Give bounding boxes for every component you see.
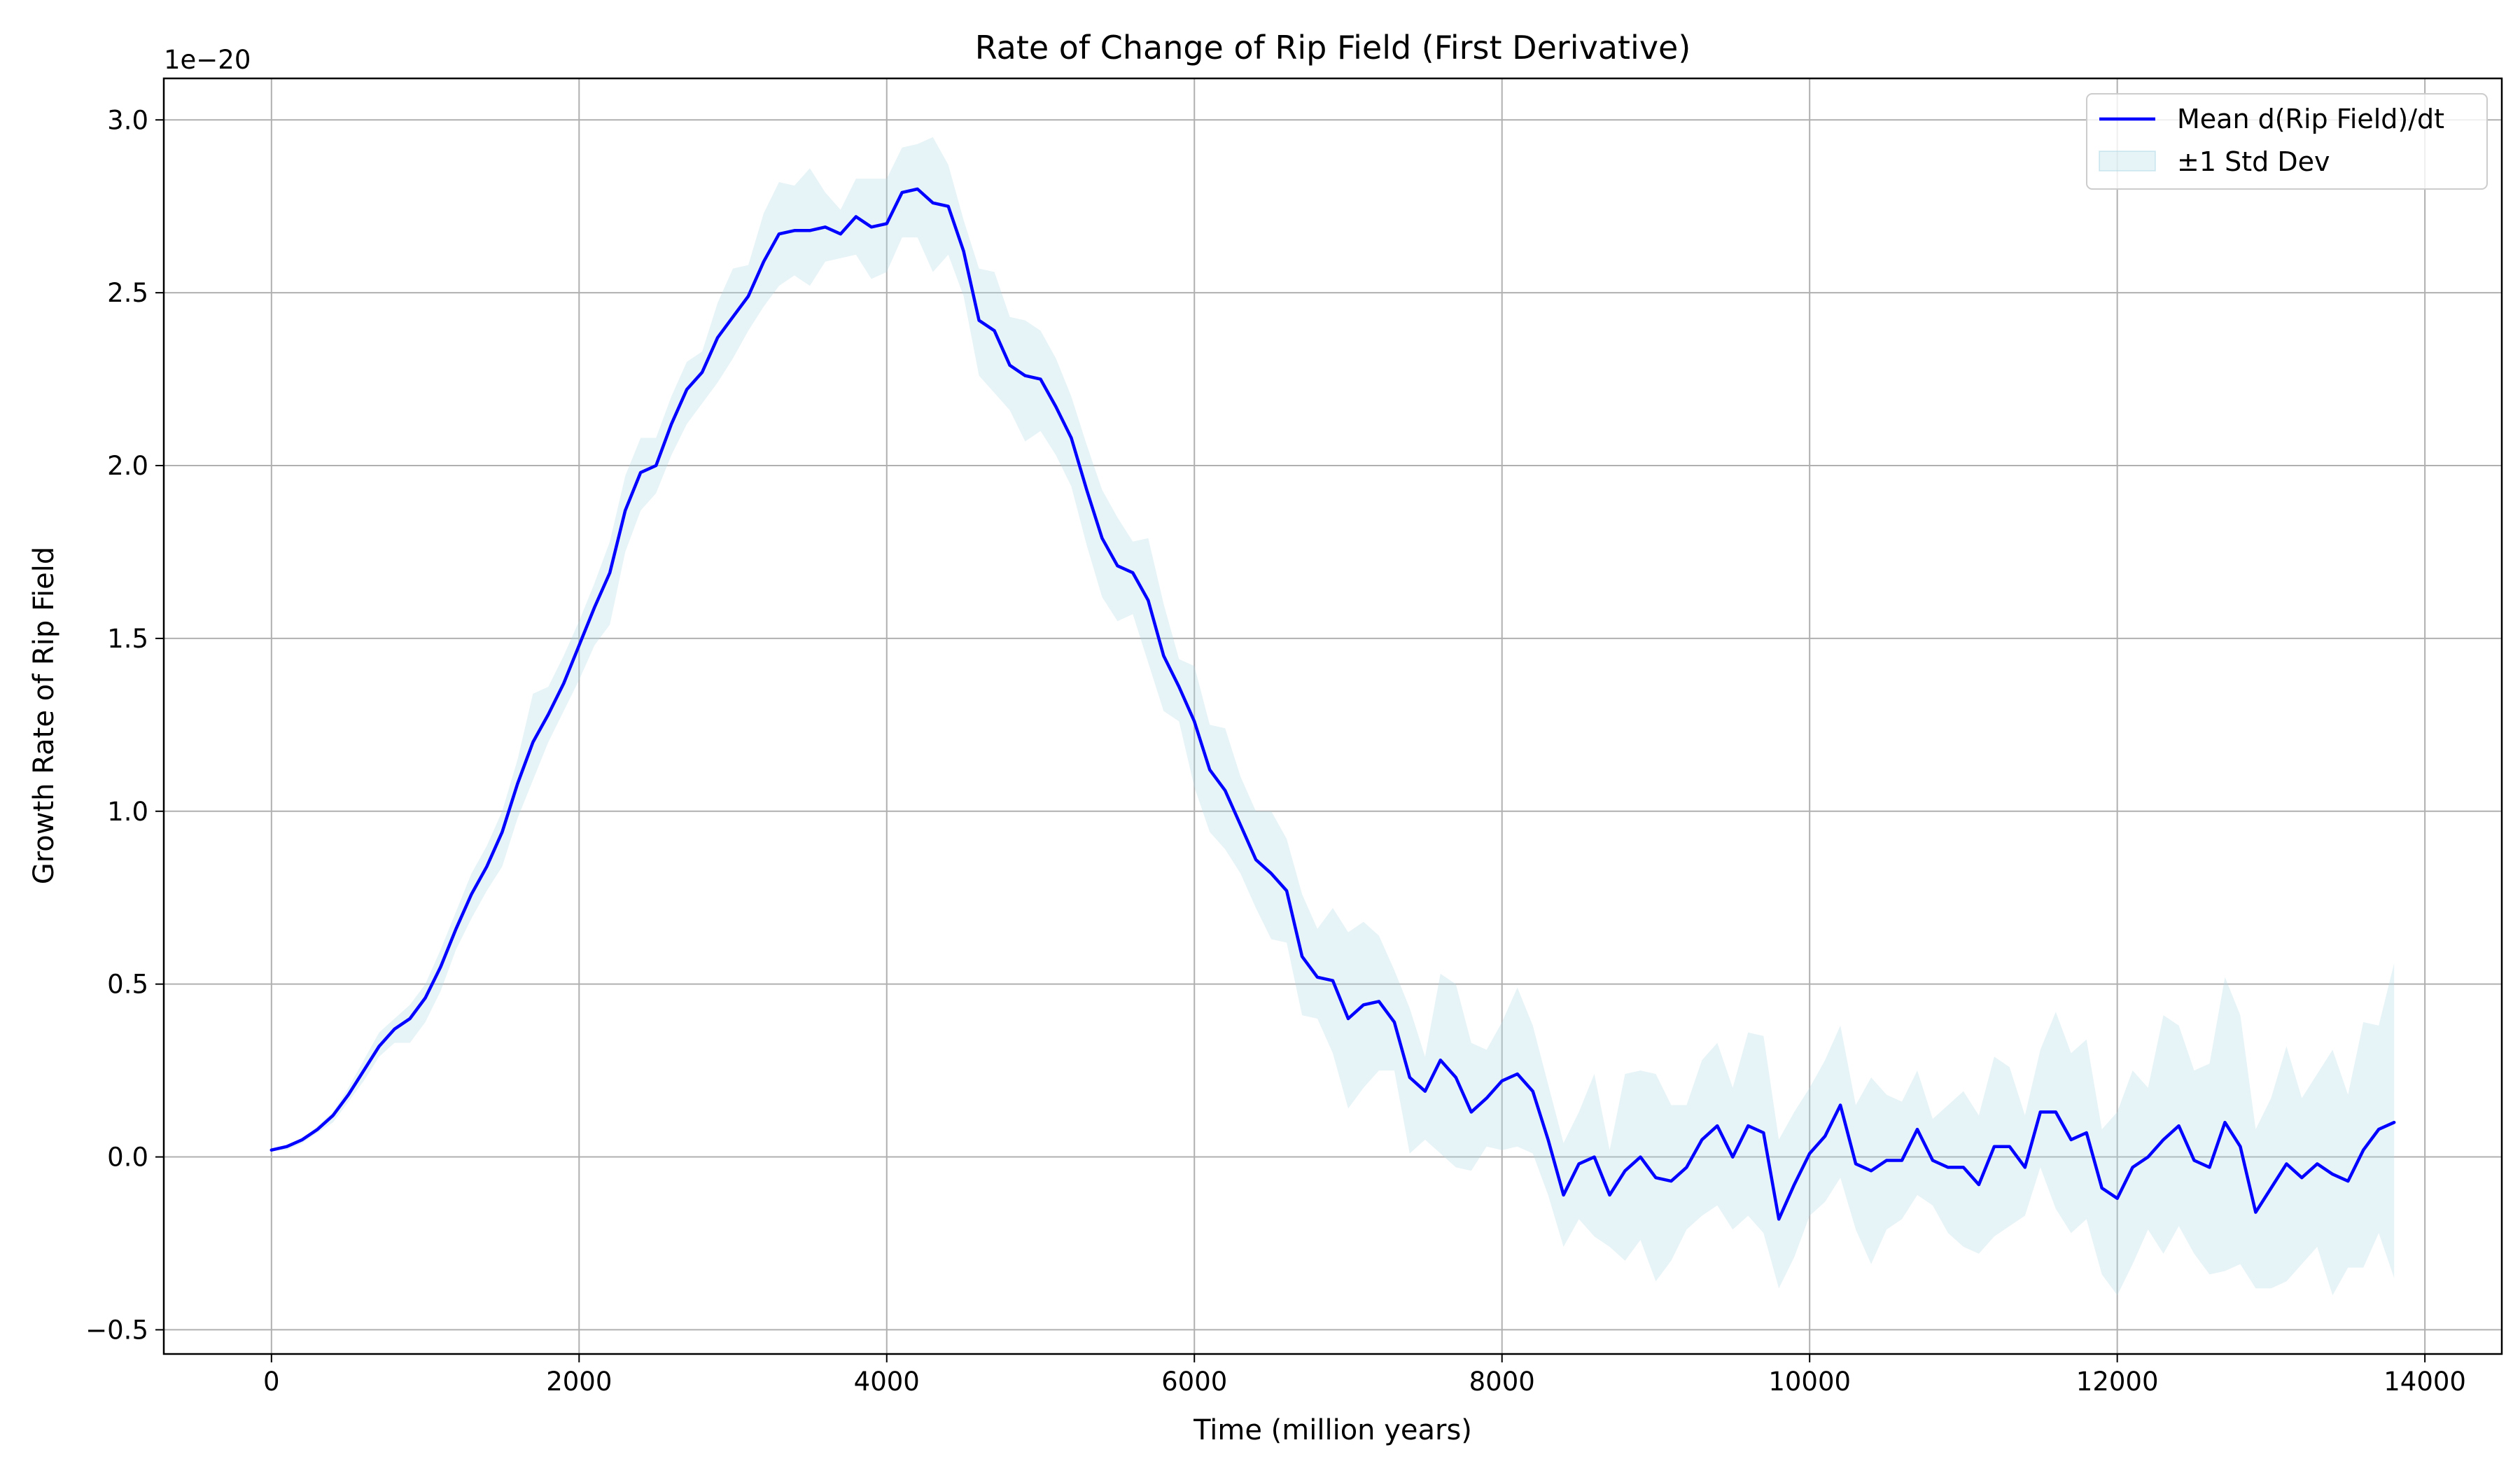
x-tick-label: 4000 [854,1367,920,1397]
y-tick-label: −0.5 [85,1315,148,1345]
y-offset-label: 1e−20 [164,45,251,75]
std-dev-band [271,137,2395,1296]
legend-box [2086,93,2488,190]
y-tick-label: 1.0 [107,797,148,827]
y-tick-label: 0.0 [107,1143,148,1173]
y-tick-label: 3.0 [107,105,148,135]
legend-band-swatch [2099,151,2156,172]
legend-band-label: ±1 Std Dev [2177,146,2330,177]
x-tick-label: 14000 [2384,1367,2466,1397]
x-tick-label: 10000 [1768,1367,1851,1397]
x-tick-label: 2000 [546,1367,612,1397]
legend: Mean d(Rip Field)/dt ±1 Std Dev [2086,93,2488,190]
ticks-layer: 0 2000 4000 6000 8000 10000 12000 14000 −0.5 0.0 0… [85,105,2466,1397]
std-band-layer [271,137,2395,1296]
x-tick-label: 6000 [1161,1367,1227,1397]
y-tick-label: 0.5 [107,970,148,1000]
legend-mean-label: Mean d(Rip Field)/dt [2177,104,2444,134]
x-tick-label: 12000 [2076,1367,2159,1397]
plot-frame [162,77,2503,1355]
y-axis-label: Growth Rate of Rip Field [28,547,60,885]
y-tick-label: 2.0 [107,451,148,481]
grid-layer [164,78,2502,1354]
chart-title: Rate of Change of Rip Field (First Deriv… [975,29,1691,67]
y-tick-label: 2.5 [107,278,148,308]
x-tick-label: 0 [263,1367,280,1397]
mean-line-layer [270,187,2396,1221]
y-tick-label: 1.5 [107,624,148,654]
mean-derivative-line [270,187,2396,1221]
x-axis-label: Time (million years) [1193,1414,1472,1446]
x-tick-label: 8000 [1469,1367,1535,1397]
